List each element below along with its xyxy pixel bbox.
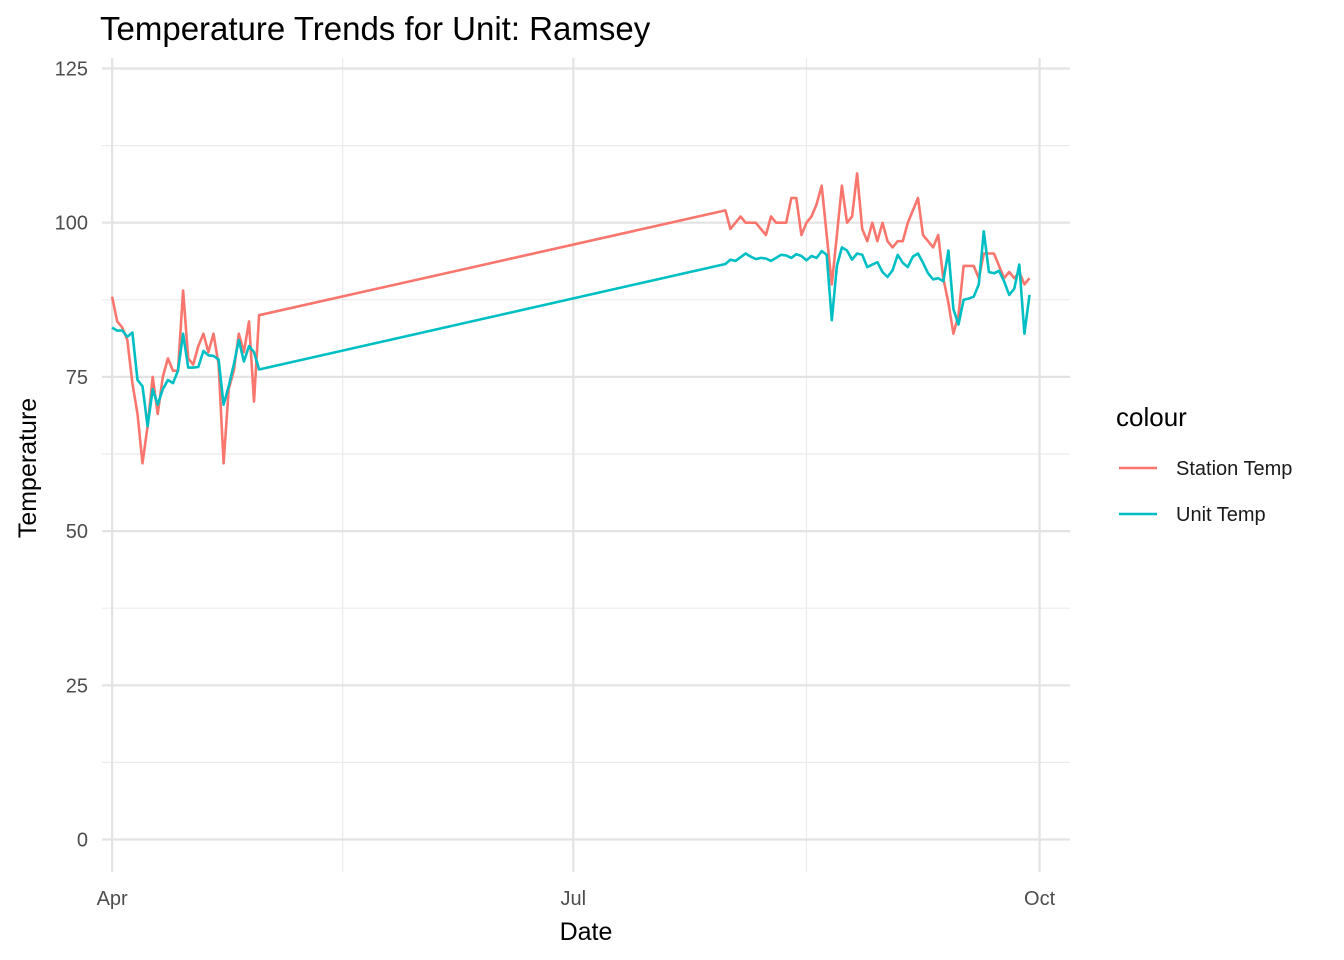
legend: colour Station Temp Unit Temp xyxy=(1116,402,1292,526)
y-tick-label: 100 xyxy=(55,213,88,235)
y-tick-label: 125 xyxy=(55,59,88,81)
x-tick-label: Apr xyxy=(97,888,128,910)
y-axis-ticks: 0 25 50 75 100 125 xyxy=(55,59,88,852)
y-axis-title: Temperature xyxy=(14,398,42,538)
x-axis-title: Date xyxy=(560,918,613,946)
grid xyxy=(102,58,1070,872)
x-tick-label: Jul xyxy=(561,888,587,910)
chart-title: Temperature Trends for Unit: Ramsey xyxy=(100,10,651,47)
legend-label: Unit Temp xyxy=(1176,504,1266,526)
legend-label: Station Temp xyxy=(1176,458,1292,480)
x-tick-label: Oct xyxy=(1024,888,1056,910)
legend-title: colour xyxy=(1116,402,1187,432)
series-line-unit-temp xyxy=(111,230,1031,428)
y-tick-label: 25 xyxy=(66,675,88,697)
series-lines xyxy=(110,172,1031,465)
y-tick-label: 50 xyxy=(66,521,88,543)
x-axis-ticks: Apr Jul Oct xyxy=(97,888,1056,910)
y-tick-label: 75 xyxy=(66,367,88,389)
y-tick-label: 0 xyxy=(77,830,88,852)
series-line-station-temp xyxy=(110,172,1031,465)
